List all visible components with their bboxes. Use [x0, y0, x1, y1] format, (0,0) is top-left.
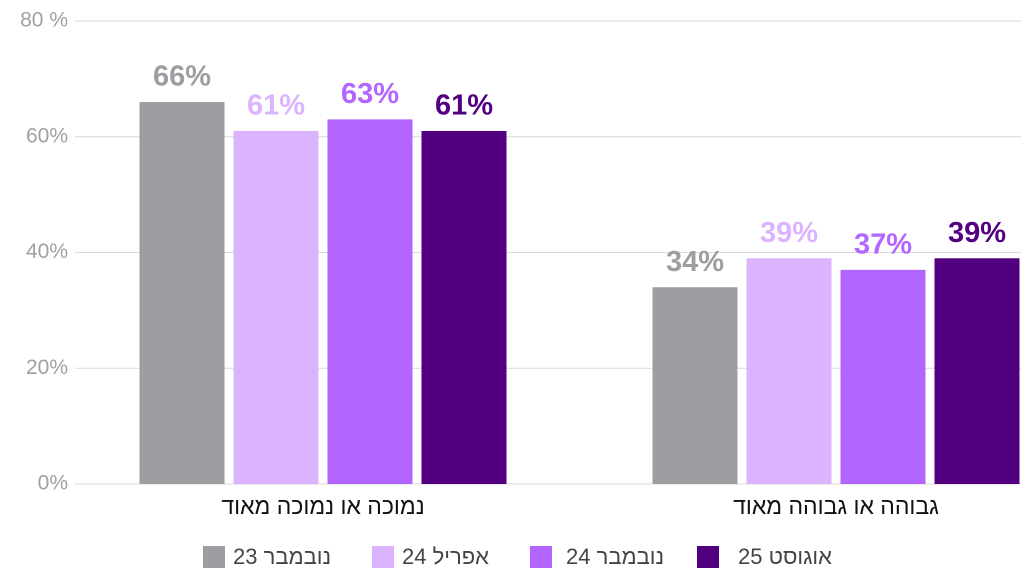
y-tick-label: 80 % [20, 9, 68, 32]
y-tick-label: 20% [26, 356, 68, 379]
bar [421, 130, 507, 484]
bar [327, 119, 413, 484]
legend-label: אוגוסט 25 [738, 544, 832, 568]
legend-swatch [372, 546, 394, 568]
bar [934, 258, 1020, 484]
value-label: 66% [153, 61, 211, 93]
value-label: 39% [760, 217, 818, 249]
legend-label: נובמבר 24 [566, 544, 664, 568]
value-label: 61% [247, 90, 305, 122]
value-label: 63% [341, 78, 399, 110]
legend-swatch [530, 546, 552, 568]
x-tick-label: נמוכה או נמוכה מאוד [221, 493, 424, 519]
legend-swatch [697, 546, 719, 568]
bar [139, 102, 225, 485]
y-tick-label: 60% [26, 124, 68, 147]
x-tick-label: גבוהה או גבוהה מאוד [733, 493, 939, 519]
y-tick-label: 0% [38, 472, 68, 495]
bar [652, 287, 738, 484]
value-label: 34% [666, 246, 724, 278]
y-tick-label: 40% [26, 240, 68, 263]
legend-label: נובמבר 23 [233, 544, 331, 568]
bar [746, 258, 832, 484]
legend-label: אפריל 24 [402, 544, 489, 568]
value-label: 37% [854, 229, 912, 261]
legend-swatch [203, 546, 225, 568]
value-label: 61% [435, 90, 493, 122]
value-label: 39% [948, 217, 1006, 249]
bar [840, 269, 926, 484]
bar [233, 130, 319, 484]
